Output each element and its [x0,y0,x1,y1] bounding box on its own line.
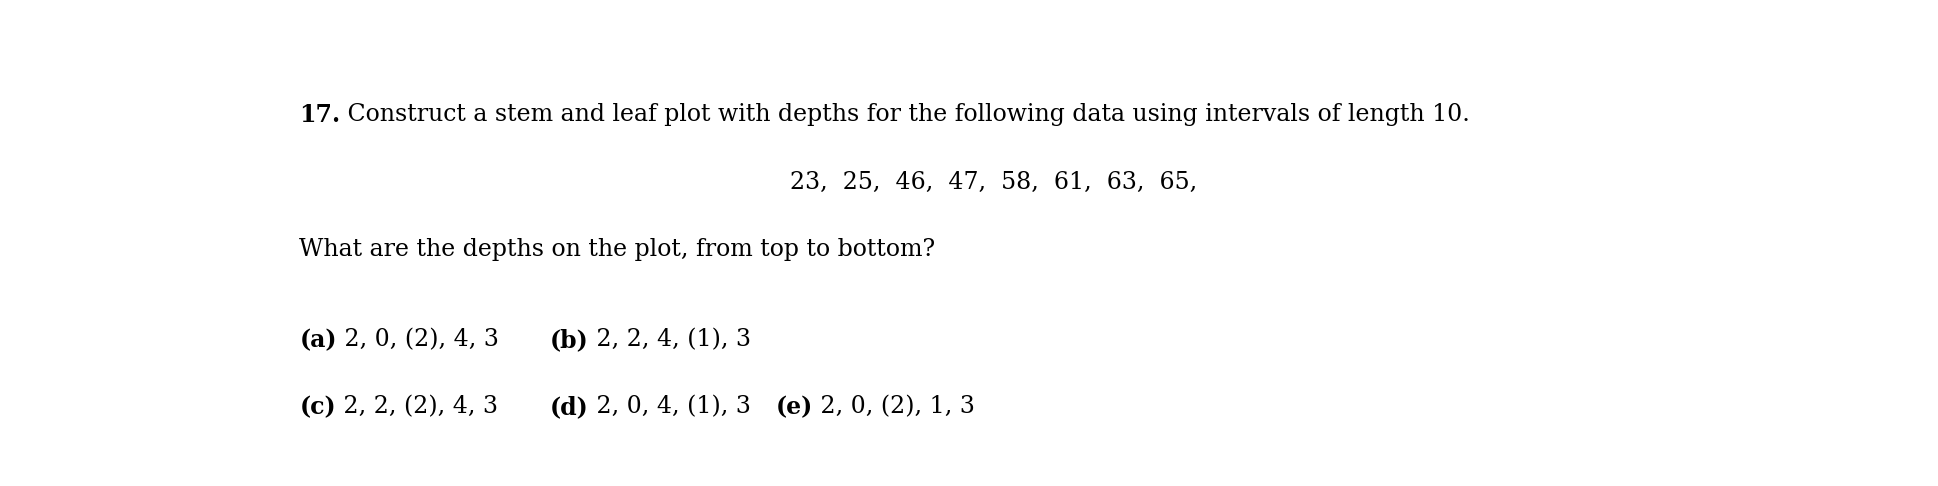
Text: Construct a stem and leaf plot with depths for the following data using interval: Construct a stem and leaf plot with dept… [341,103,1471,126]
Text: 17.: 17. [298,103,341,127]
Text: (d): (d) [550,395,589,419]
Text: 2, 2, 4, (1), 3: 2, 2, 4, (1), 3 [589,328,750,351]
Text: (c): (c) [298,395,335,419]
Text: 23,  25,  46,  47,  58,  61,  63,  65,: 23, 25, 46, 47, 58, 61, 63, 65, [789,171,1198,193]
Text: 2, 0, (2), 4, 3: 2, 0, (2), 4, 3 [337,328,498,351]
Text: 2, 0, (2), 1, 3: 2, 0, (2), 1, 3 [812,395,975,418]
Text: (a): (a) [298,328,337,352]
Text: (b): (b) [550,328,589,352]
Text: 2, 2, (2), 4, 3: 2, 2, (2), 4, 3 [335,395,498,418]
Text: What are the depths on the plot, from top to bottom?: What are the depths on the plot, from to… [298,238,936,261]
Text: 2, 0, 4, (1), 3: 2, 0, 4, (1), 3 [589,395,750,418]
Text: (e): (e) [775,395,812,419]
